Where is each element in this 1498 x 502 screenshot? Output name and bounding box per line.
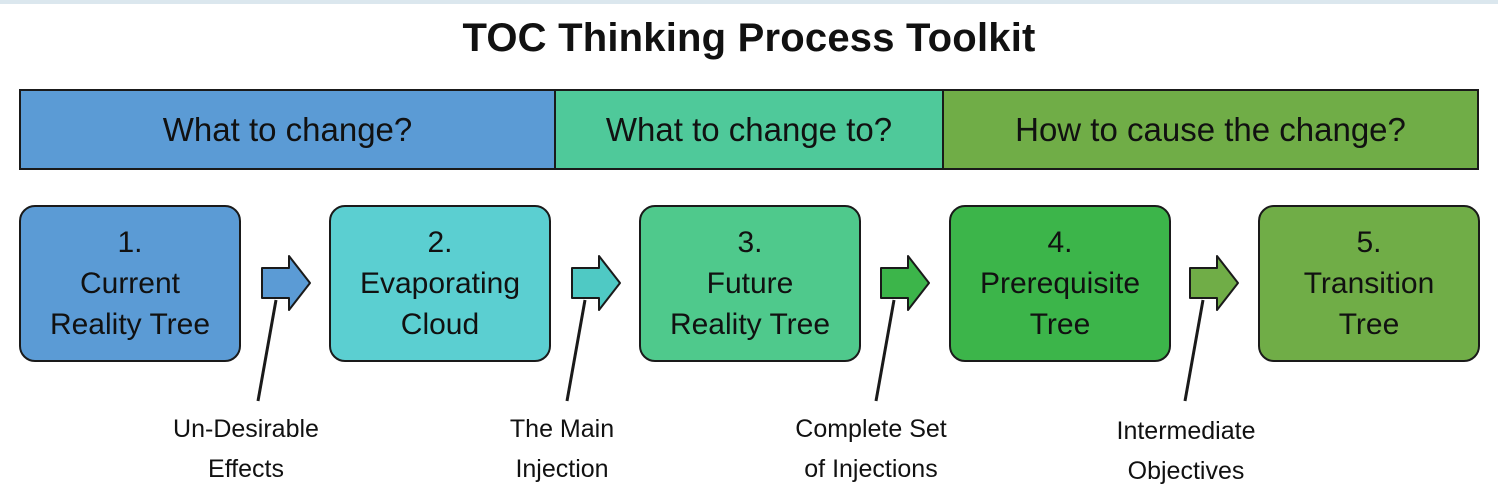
step-name-line2: Tree	[1029, 308, 1091, 341]
step-prerequisite-tree: 4. Prerequisite Tree	[949, 205, 1171, 362]
flow-arrow	[880, 255, 930, 311]
step-evaporating-cloud: 2. Evaporating Cloud	[329, 205, 551, 362]
step-current-reality-tree: 1. Current Reality Tree	[19, 205, 241, 362]
output-label: The Main Injection	[442, 409, 682, 489]
flow-arrow	[571, 255, 621, 311]
output-line1: Complete Set	[795, 415, 947, 443]
flow-arrow	[1189, 255, 1239, 311]
output-pointer-line	[256, 299, 278, 402]
step-name-line2: Reality Tree	[49, 308, 211, 341]
phase-label: What to change to?	[605, 110, 893, 148]
phase-what-to-change: What to change?	[19, 89, 556, 170]
output-pointer-line	[874, 299, 896, 402]
step-name-line1: Evaporating	[359, 267, 521, 300]
step-name-line2: Tree	[1338, 308, 1400, 341]
step-number: 5.	[1356, 226, 1382, 259]
top-divider	[0, 0, 1498, 4]
output-line2: Effects	[208, 455, 284, 483]
output-line1: Un-Desirable	[173, 415, 319, 443]
step-transition-tree: 5. Transition Tree	[1258, 205, 1480, 362]
diagram-title: TOC Thinking Process Toolkit	[462, 16, 1036, 60]
step-number: 1.	[117, 226, 143, 259]
step-name-line1: Transition	[1303, 267, 1435, 300]
output-line2: Injection	[515, 455, 609, 483]
output-label: Complete Set of Injections	[751, 409, 991, 489]
output-label: Intermediate Objectives	[1066, 411, 1306, 491]
step-name-line2: Cloud	[400, 308, 480, 341]
step-name-line1: Current	[79, 267, 181, 300]
output-line2: of Injections	[804, 455, 938, 483]
output-line1: Intermediate	[1116, 417, 1256, 445]
step-name-line1: Prerequisite	[979, 267, 1141, 300]
step-name-line1: Future	[706, 267, 794, 300]
step-number: 3.	[737, 226, 763, 259]
output-line2: Objectives	[1127, 457, 1245, 485]
phase-label: How to cause the change?	[1015, 110, 1406, 148]
phase-label: What to change?	[162, 110, 413, 148]
step-future-reality-tree: 3. Future Reality Tree	[639, 205, 861, 362]
step-number: 2.	[427, 226, 453, 259]
flow-arrow	[261, 255, 311, 311]
phase-what-to-change-to: What to change to?	[554, 89, 944, 170]
output-pointer-line	[1183, 299, 1205, 402]
step-name-line2: Reality Tree	[669, 308, 831, 341]
output-label: Un-Desirable Effects	[126, 409, 366, 489]
step-number: 4.	[1047, 226, 1073, 259]
output-line1: The Main	[509, 415, 615, 443]
phase-how-to-cause-change: How to cause the change?	[942, 89, 1479, 170]
output-pointer-line	[565, 299, 587, 402]
